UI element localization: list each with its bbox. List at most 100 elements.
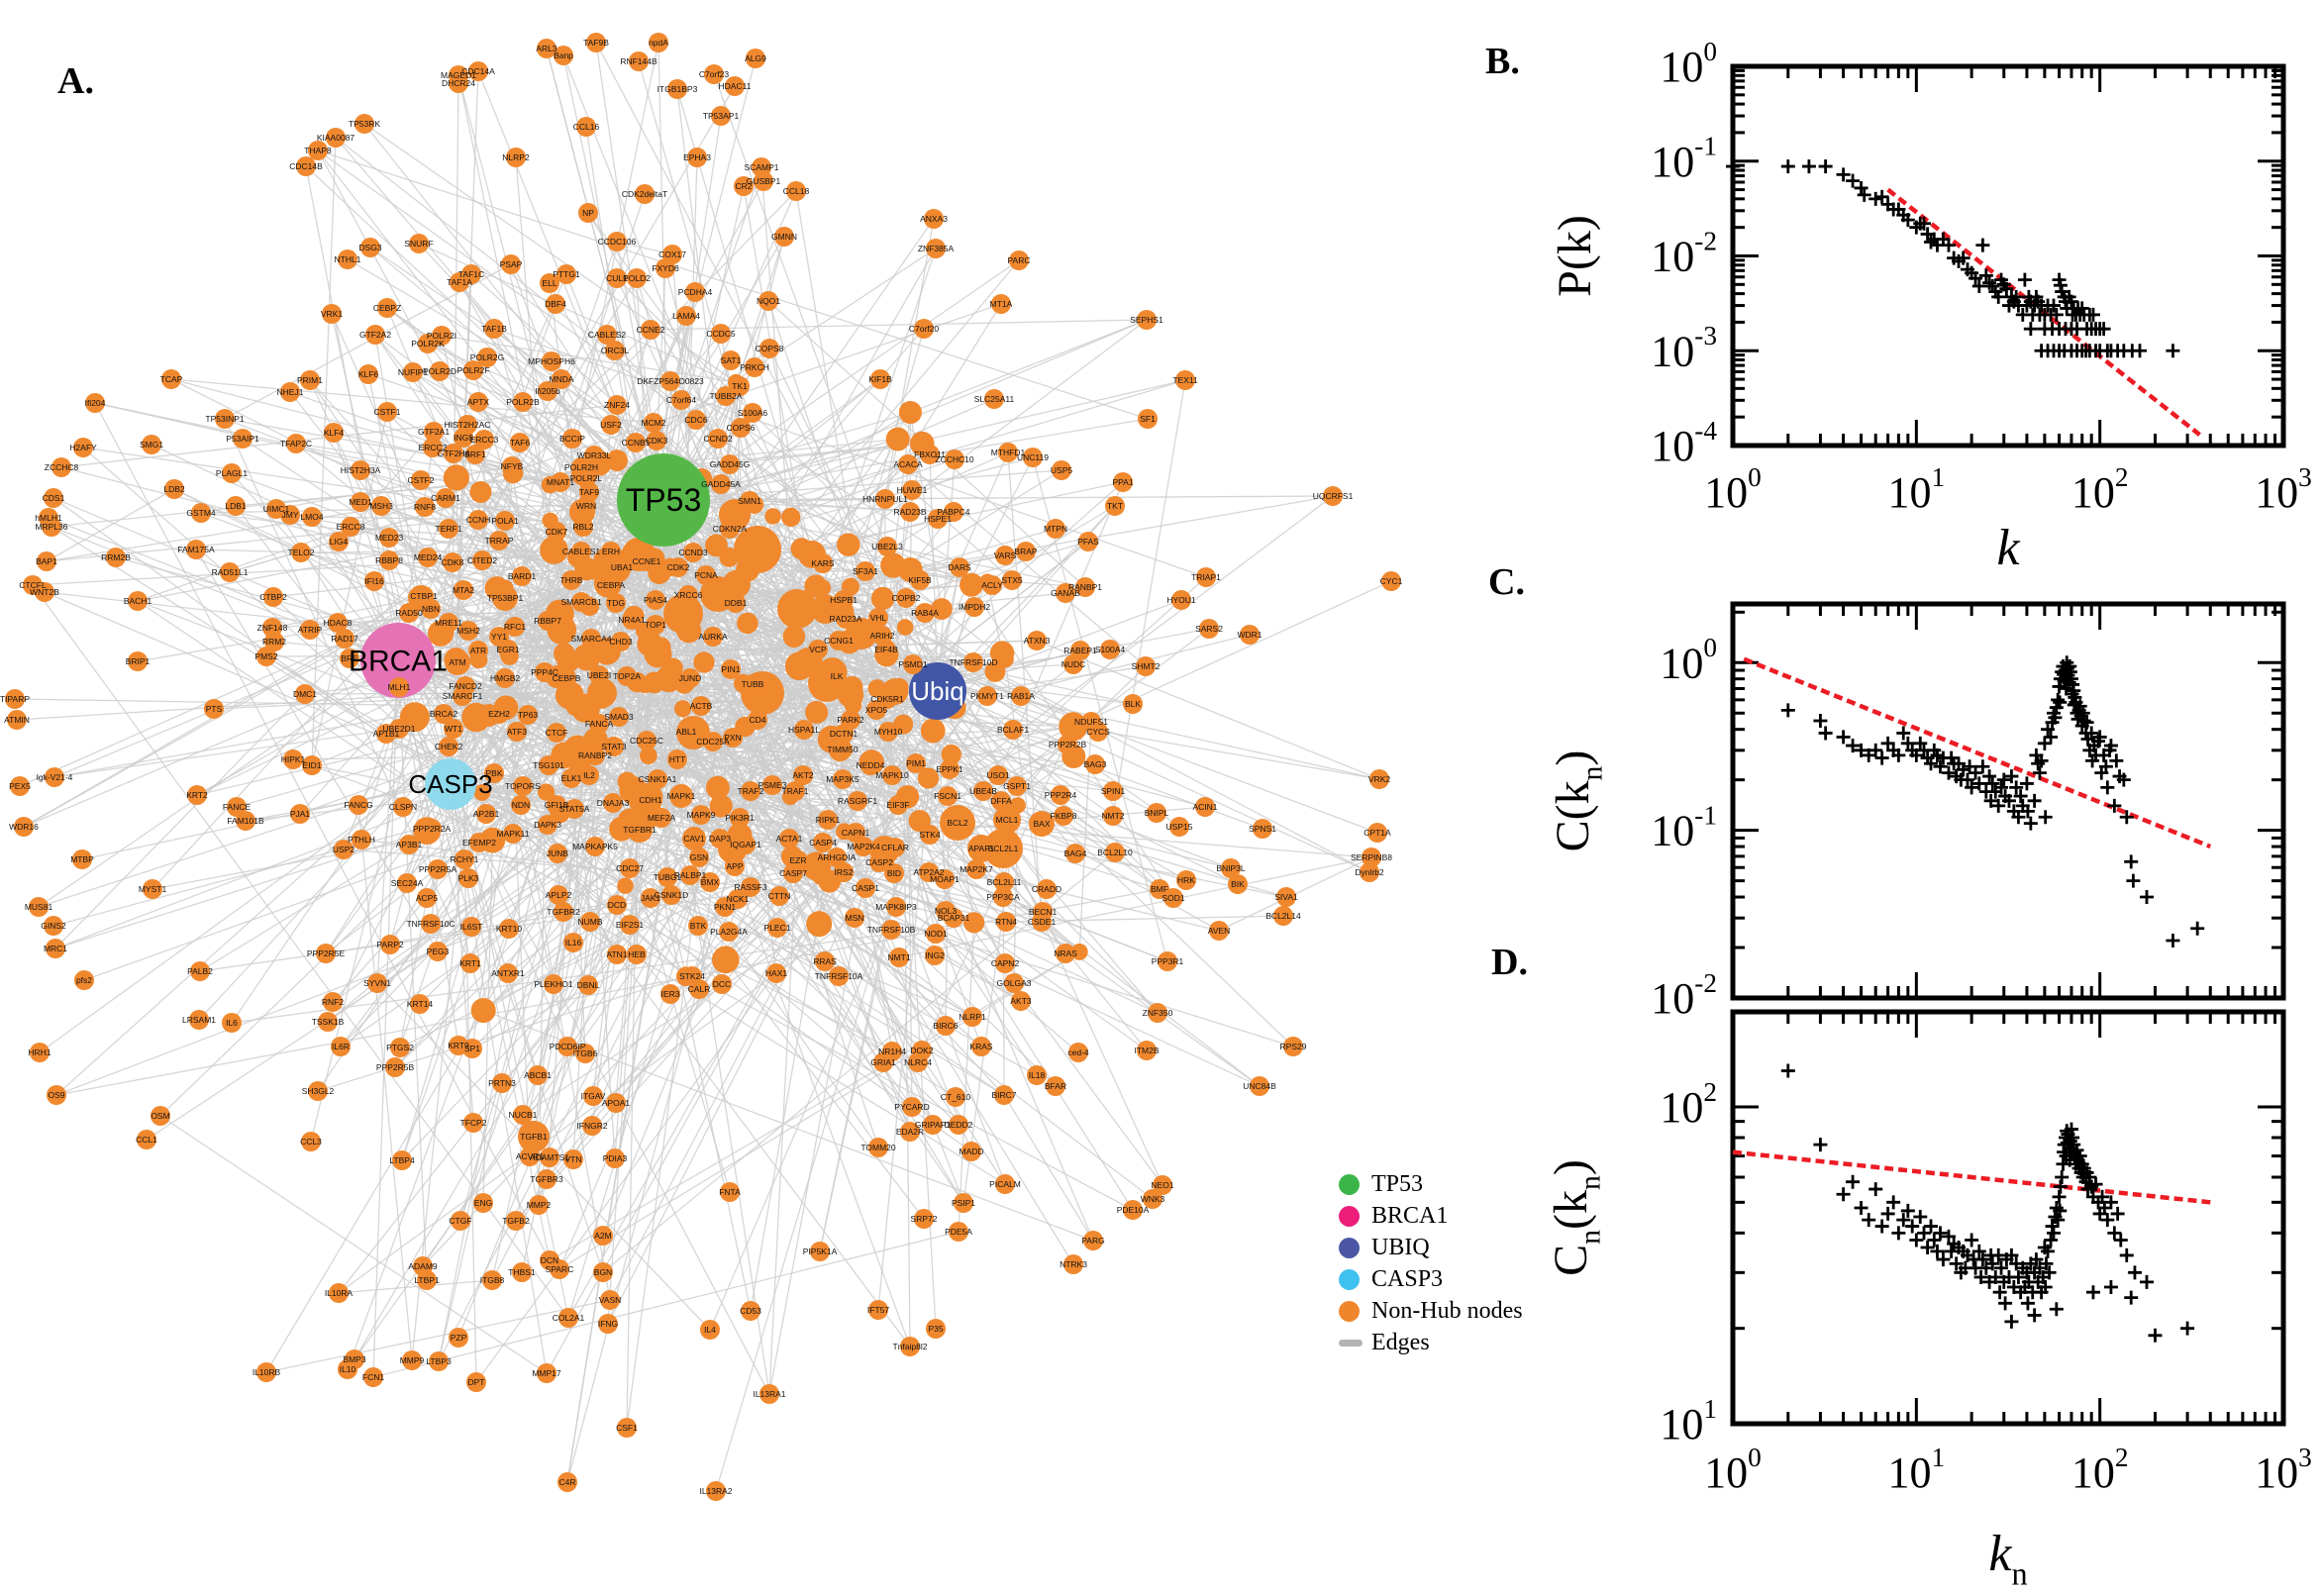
- network-node-label: LMO4: [300, 512, 323, 522]
- network-node: [1075, 577, 1095, 597]
- network-node-label: EPPK1: [936, 764, 963, 774]
- network-node: [1143, 1189, 1162, 1209]
- network-node: [637, 731, 656, 750]
- network-node-label: PIN1: [722, 664, 741, 674]
- network-node-label: DSG3: [358, 243, 381, 252]
- network-node-label: UBE2I: [587, 670, 612, 680]
- network-node: [46, 939, 65, 958]
- data-point: [1913, 736, 1928, 750]
- network-node: [710, 829, 730, 848]
- network-node: [589, 714, 609, 734]
- network-node-label: KRT2: [186, 790, 208, 800]
- network-node-label: CASP2: [865, 857, 893, 867]
- network-node-label: RANBP2: [578, 750, 612, 760]
- data-point: [1846, 1174, 1861, 1189]
- network-node: [551, 472, 570, 492]
- network-node-label: GTF2A1: [418, 427, 450, 437]
- network-node-label: FBXO11: [914, 449, 946, 459]
- network-node: [689, 979, 709, 999]
- network-node: [74, 970, 94, 990]
- network-node: [1137, 310, 1157, 330]
- data-point: [1880, 736, 1895, 750]
- network-node-label: IL6ST: [460, 922, 483, 932]
- data-point: [1891, 748, 1906, 762]
- network-core-node: [837, 533, 860, 556]
- network-node: [291, 543, 311, 562]
- data-point: [2004, 769, 2019, 784]
- network-node-label: RABEP1: [1063, 646, 1097, 655]
- network-node: [682, 827, 706, 850]
- network-node: [994, 872, 1014, 892]
- network-node-label: CUL1: [606, 273, 628, 283]
- network-node-label: SMN1: [738, 496, 761, 506]
- data-point: [2107, 1226, 2122, 1241]
- data-point: [2053, 1203, 2068, 1218]
- network-node: [458, 868, 478, 888]
- network-node: [593, 1262, 613, 1282]
- data-point: [2084, 726, 2099, 741]
- network-node: [380, 935, 400, 954]
- network-node: [601, 542, 621, 561]
- network-node-label: CASP4: [809, 838, 837, 848]
- data-point: [2166, 934, 2180, 948]
- network-node: [45, 767, 64, 787]
- network-node: [833, 769, 853, 789]
- network-core-node: [583, 727, 608, 752]
- network-core-node: [705, 775, 730, 800]
- network-node-label: ITGAV: [581, 1091, 606, 1101]
- network-node: [712, 974, 732, 994]
- network-node-label: GSPT1: [1003, 781, 1031, 791]
- network-node: [928, 509, 948, 529]
- network-node: [612, 557, 632, 577]
- network-node: [726, 593, 746, 613]
- data-point: [2009, 289, 2024, 304]
- network-node-label: BCL2L14: [1265, 911, 1301, 921]
- legend-item-brca1: BRCA1: [1339, 1200, 1523, 1232]
- network-node-label: VASN: [599, 1295, 622, 1305]
- fit-line: [1743, 656, 2212, 849]
- network-node: [507, 722, 527, 742]
- network-core-node: [673, 700, 692, 718]
- network-node: [875, 489, 895, 509]
- network-node: [44, 916, 63, 936]
- network-node: [882, 765, 902, 785]
- network-node-label: MLH1: [388, 682, 411, 692]
- network-node-label: MED23: [375, 533, 404, 543]
- data-point: [2064, 294, 2078, 309]
- network-node-label: ARIH2: [869, 631, 894, 641]
- data-point: [1854, 180, 1868, 195]
- network-node-label: TUBG1: [654, 872, 682, 882]
- data-point: [1880, 1206, 1895, 1221]
- network-node-label: IL13RA1: [753, 1389, 785, 1399]
- network-node-label: BMX: [701, 877, 720, 887]
- network-node: [1056, 944, 1075, 963]
- network-node: [377, 402, 397, 422]
- network-node: [721, 659, 741, 679]
- network-node: [549, 885, 568, 905]
- data-point: [2109, 753, 2124, 768]
- network-node: [1228, 874, 1248, 894]
- network-node: [982, 575, 1002, 595]
- network-node-label: KRT9: [448, 1041, 469, 1050]
- network-node: [466, 1372, 486, 1392]
- network-node: [848, 791, 867, 811]
- network-node: [908, 1052, 928, 1072]
- network-node-label: RBBP7: [534, 616, 561, 626]
- network-node: [720, 454, 740, 474]
- network-node-label: HRK: [1177, 875, 1195, 885]
- network-node: [627, 945, 647, 964]
- legend-label: TP53: [1371, 1170, 1424, 1197]
- network-node: [1083, 1231, 1103, 1250]
- data-point: [2085, 307, 2100, 322]
- network-node: [581, 629, 601, 648]
- data-point: [1836, 730, 1851, 745]
- network-node: [461, 917, 481, 937]
- network-node: [715, 897, 735, 917]
- data-point: [2027, 793, 2042, 808]
- network-node-label: IFT57: [867, 1305, 889, 1315]
- network-node-label: THAP8: [304, 146, 332, 155]
- data-point: [2124, 854, 2139, 869]
- network-node: [635, 184, 655, 204]
- network-node: [323, 992, 343, 1012]
